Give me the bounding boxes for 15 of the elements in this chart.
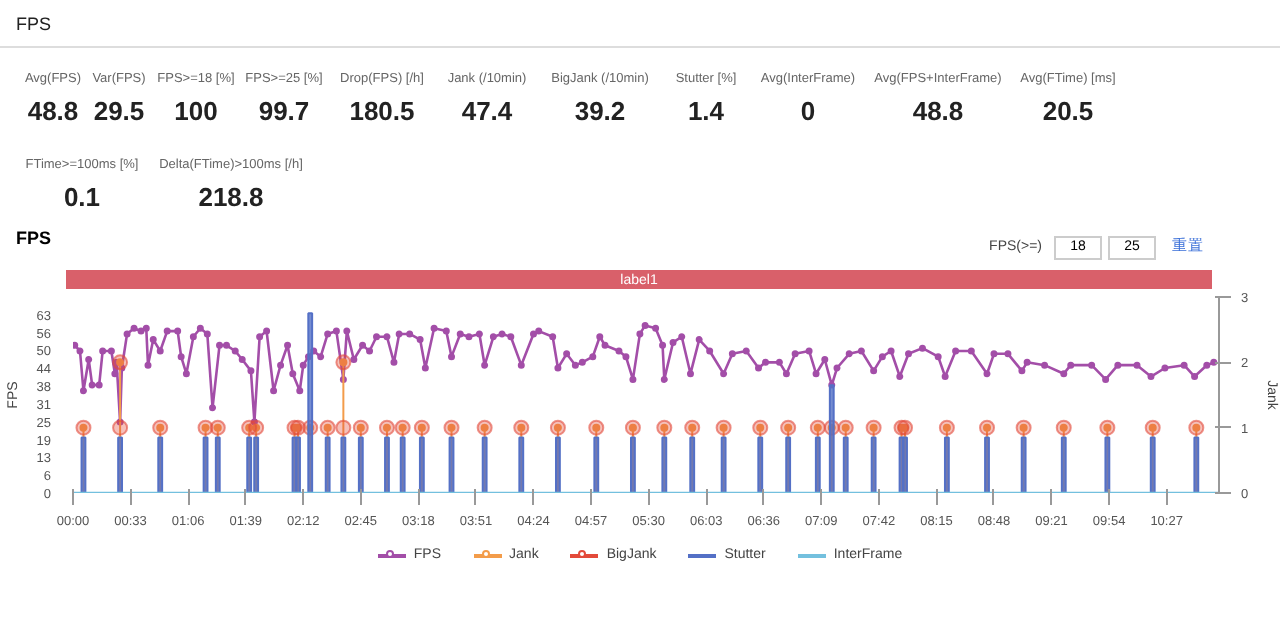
data-label: 100: [172, 93, 220, 130]
data-label: 0.1: [61, 180, 103, 217]
data-label: 99.7: [256, 93, 312, 130]
chart-title: FPS: [16, 226, 52, 252]
data-label: 48.8: [25, 93, 81, 130]
data-label: 1.4: [685, 93, 727, 130]
data-label: 48.8: [910, 93, 966, 130]
data-label: 29.5: [91, 93, 147, 130]
data-label: 47.4: [459, 93, 515, 130]
data-label: 20.5: [1040, 93, 1096, 130]
text: FPS: [0, 0, 1280, 48]
data-label: 39.2: [572, 93, 628, 130]
data-label: 180.5: [347, 93, 417, 130]
data-label: 218.8: [196, 180, 266, 217]
data-label: 0: [798, 93, 818, 130]
